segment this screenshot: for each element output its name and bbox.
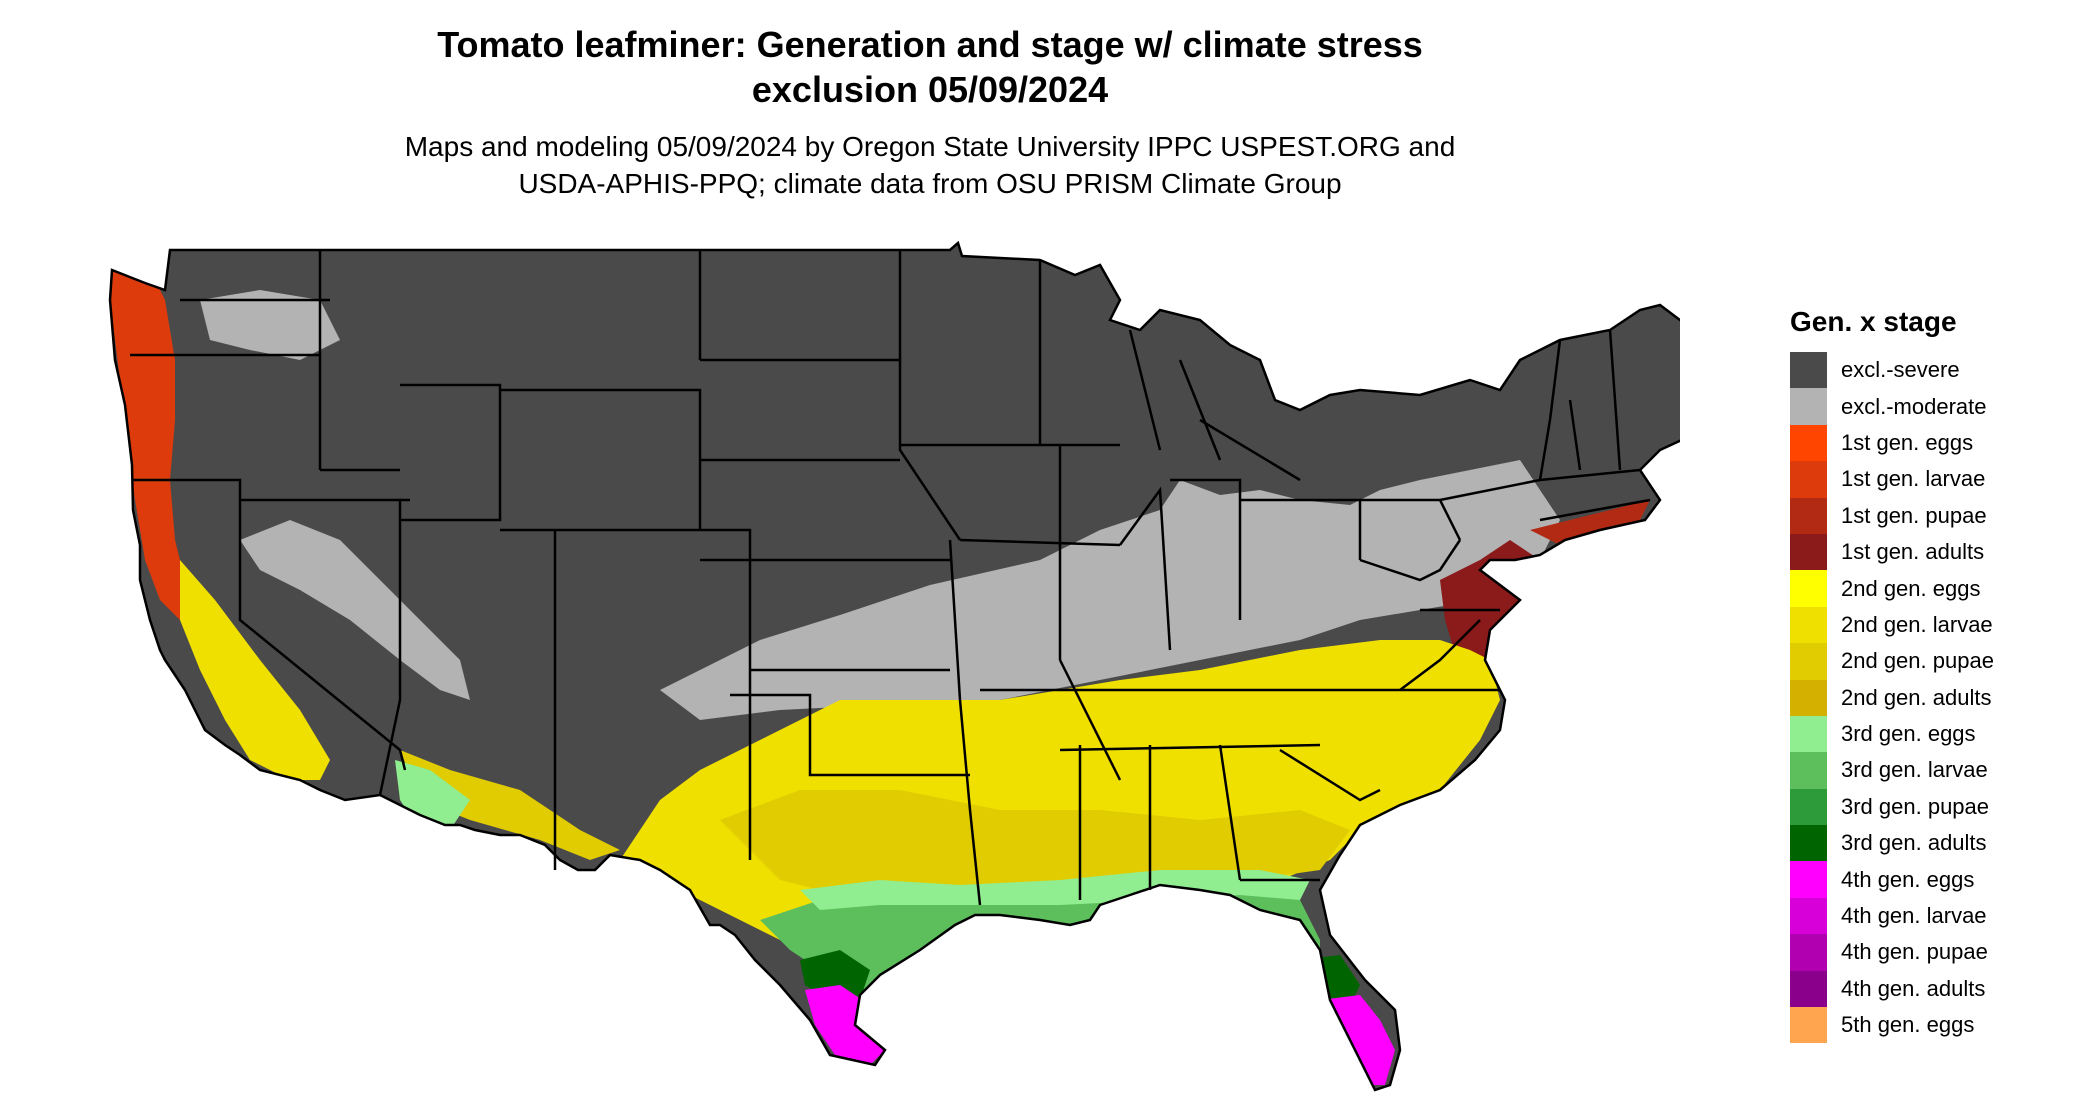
- legend-label: 4th gen. pupae: [1841, 939, 1988, 965]
- legend: Gen. x stage excl.-severe excl.-moderate 1…: [1790, 304, 2090, 1044]
- legend-item: 2nd gen. pupae: [1790, 643, 2090, 680]
- legend-swatch: [1790, 679, 1827, 716]
- legend-item: 2nd gen. adults: [1790, 679, 2090, 716]
- zone-2nd-gen-larvae-arizona: [400, 750, 620, 860]
- legend-swatch: [1790, 533, 1827, 571]
- legend-label: 2nd gen. adults: [1841, 684, 1992, 710]
- legend-label: 3rd gen. adults: [1841, 830, 1987, 856]
- legend-label: 1st gen. adults: [1841, 539, 1985, 565]
- legend-swatch: [1790, 570, 1827, 607]
- legend-label: 2nd gen. larvae: [1841, 611, 1993, 637]
- legend-item: 3rd gen. larvae: [1790, 752, 2090, 789]
- legend-item: 2nd gen. larvae: [1790, 606, 2090, 644]
- legend-item: 3rd gen. adults: [1790, 825, 2090, 862]
- legend-item: 3rd gen. eggs: [1790, 715, 2090, 753]
- zone-4th-gen-eggs-texas: [805, 985, 885, 1065]
- legend-swatch: [1790, 934, 1827, 971]
- legend-swatch: [1790, 461, 1827, 498]
- legend-swatch: [1790, 897, 1827, 935]
- zone-excl-moderate-east: [660, 460, 1560, 720]
- map-subtitle-line-1: Maps and modeling 05/09/2024 by Oregon S…: [404, 131, 1456, 162]
- legend-swatch: [1790, 788, 1827, 826]
- map-title-line-1: Tomato leafminer: Generation and stage w…: [437, 24, 1423, 65]
- legend-swatch: [1790, 825, 1827, 862]
- legend-item: 2nd gen. eggs: [1790, 570, 2090, 607]
- legend-item: 1st gen. adults: [1790, 533, 2090, 571]
- legend-swatch: [1790, 861, 1827, 898]
- legend-label: 1st gen. pupae: [1841, 502, 1987, 528]
- legend-label: 1st gen. larvae: [1841, 466, 1986, 492]
- zone-excl-moderate-northwest: [200, 290, 340, 360]
- map-title: Tomato leafminer: Generation and stage w…: [0, 22, 1860, 112]
- state-borders: [130, 250, 1651, 906]
- legend-swatch: [1790, 970, 1827, 1008]
- legend-item: 3rd gen. pupae: [1790, 788, 2090, 826]
- legend-label: excl.-moderate: [1841, 393, 1987, 419]
- zone-1st-gen-larvae-pacific: [110, 260, 190, 620]
- legend-title: Gen. x stage: [1790, 306, 1957, 337]
- legend-item: 4th gen. larvae: [1790, 897, 2090, 935]
- legend-item: 4th gen. adults: [1790, 970, 2090, 1008]
- legend-label: 5th gen. eggs: [1841, 1012, 1975, 1038]
- legend-swatch: [1790, 715, 1827, 753]
- legend-item: 1st gen. larvae: [1790, 461, 2090, 498]
- legend-swatch: [1790, 752, 1827, 789]
- legend-item: excl.-severe: [1790, 352, 2090, 389]
- legend-label: 2nd gen. eggs: [1841, 575, 1981, 601]
- legend-swatch: [1790, 1007, 1827, 1044]
- legend-swatch: [1790, 606, 1827, 644]
- zone-3rd-gen-adults-texas: [800, 950, 870, 1000]
- legend-swatch: [1790, 388, 1827, 425]
- legend-label: 4th gen. adults: [1841, 975, 1986, 1001]
- map-subtitle-line-2: USDA-APHIS-PPQ; climate data from OSU PR…: [518, 168, 1342, 199]
- legend-item: 4th gen. eggs: [1790, 861, 2090, 898]
- us-outline: [108, 240, 1680, 1092]
- legend-label: 3rd gen. pupae: [1841, 793, 1990, 819]
- zone-1st-gen-pupae-northeast: [1530, 500, 1650, 545]
- legend-swatch: [1790, 497, 1827, 534]
- legend-item: 1st gen. pupae: [1790, 497, 2090, 534]
- us-phenology-map: [108, 240, 1680, 1092]
- legend-item: excl.-moderate: [1790, 388, 2090, 425]
- legend-item: 4th gen. pupae: [1790, 934, 2090, 971]
- legend-label: 4th gen. eggs: [1841, 866, 1975, 892]
- legend-label: 3rd gen. eggs: [1841, 721, 1976, 747]
- legend-item: 5th gen. eggs: [1790, 1007, 2090, 1044]
- zone-excl-moderate-west: [240, 520, 470, 700]
- zone-3rd-gen-eggs-gulf: [800, 870, 1310, 910]
- map-title-line-2: exclusion 05/09/2024: [751, 69, 1109, 110]
- legend-items: excl.-severe excl.-moderate 1st gen. eggs 1…: [1790, 352, 2090, 1044]
- legend-label: 1st gen. eggs: [1841, 429, 1974, 455]
- legend-swatch: [1790, 352, 1827, 389]
- legend-item: 1st gen. eggs: [1790, 424, 2090, 462]
- zone-2nd-gen-larvae-california: [180, 560, 330, 780]
- legend-label: 3rd gen. larvae: [1841, 757, 1988, 783]
- legend-swatch: [1790, 424, 1827, 462]
- map-subtitle: Maps and modeling 05/09/2024 by Oregon S…: [0, 128, 1860, 202]
- legend-label: excl.-severe: [1841, 357, 1960, 383]
- legend-label: 2nd gen. pupae: [1841, 648, 1994, 674]
- legend-swatch: [1790, 643, 1827, 680]
- legend-label: 4th gen. larvae: [1841, 903, 1987, 929]
